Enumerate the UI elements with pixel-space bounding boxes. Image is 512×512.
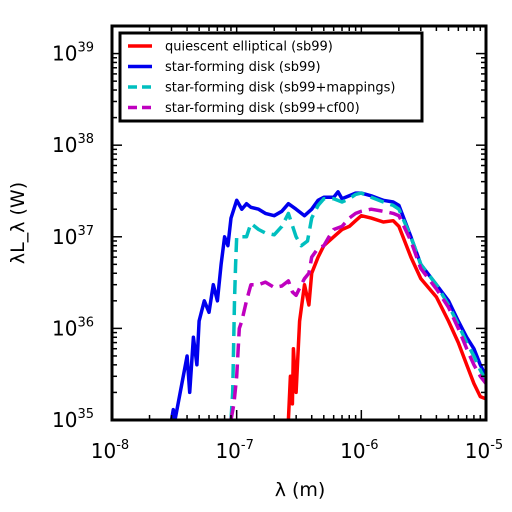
x-tick-label: 10-7 xyxy=(215,438,253,463)
x-tick-label: 10-8 xyxy=(91,438,129,463)
legend: quiescent elliptical (sb99) star-forming … xyxy=(118,31,424,123)
legend-label-4: star-forming disk (sb99+cf00) xyxy=(165,101,360,116)
legend-label-1: quiescent elliptical (sb99) xyxy=(165,40,333,55)
legend-label-3: star-forming disk (sb99+mappings) xyxy=(165,81,396,96)
series-layer xyxy=(169,190,486,420)
x-axis-label: λ (m) xyxy=(275,479,326,501)
y-tick-label: 1036 xyxy=(52,315,94,340)
y-tick-label: 1035 xyxy=(52,407,94,432)
series-line-2 xyxy=(169,190,486,420)
y-tick-label: 1037 xyxy=(52,224,94,249)
legend-label-2: star-forming disk (sb99) xyxy=(165,60,321,75)
series-line-1 xyxy=(286,213,486,420)
y-tick-label: 1039 xyxy=(52,41,94,66)
series-line-4 xyxy=(229,207,486,420)
labels-layer: 10-8 10-7 10-6 10-5 1035 1036 1037 1038 1039 xyxy=(52,41,503,463)
y-axis-label: λL_λ (W) xyxy=(7,182,29,264)
y-tick-label: 1038 xyxy=(52,132,94,157)
x-tick-label: 10-5 xyxy=(465,438,503,463)
x-tick-label: 10-6 xyxy=(340,438,378,463)
legend-box xyxy=(118,31,424,123)
plot-frame xyxy=(110,24,488,422)
series-line-3 xyxy=(229,191,486,420)
